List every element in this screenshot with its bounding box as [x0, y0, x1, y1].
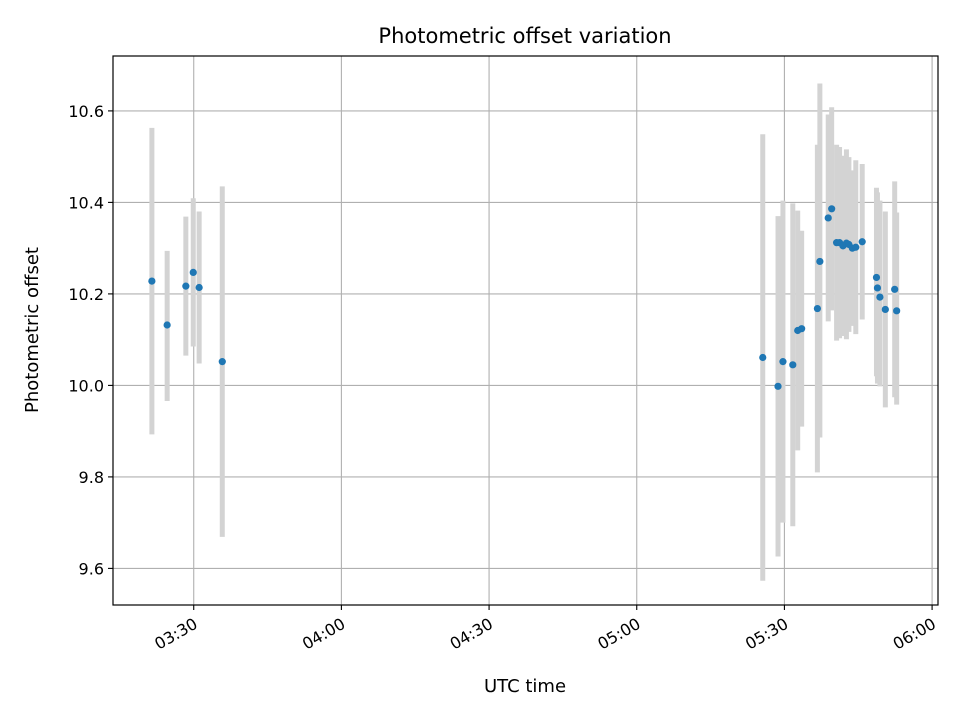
data-point: [779, 358, 787, 366]
data-point: [195, 283, 203, 292]
y-tick-label: 9.6: [79, 559, 104, 578]
data-point: [893, 307, 901, 315]
y-axis-ticks: 9.6 9.8 10.0 10.2 10.4 10.6: [68, 102, 113, 578]
data-point: [876, 293, 884, 301]
data-point: [189, 268, 197, 276]
data-point: [789, 361, 797, 369]
data-point: [828, 205, 836, 213]
y-axis-label: Photometric offset: [22, 247, 43, 413]
data-point: [873, 284, 882, 292]
data-point: [872, 273, 881, 282]
data-point: [774, 382, 782, 390]
data-point: [824, 214, 832, 222]
y-tick-label: 10.2: [68, 285, 104, 304]
y-tick-label: 10.4: [68, 193, 104, 212]
data-point: [816, 257, 824, 266]
y-tick-label: 10.6: [68, 102, 104, 121]
data-point: [852, 243, 860, 251]
data-point: [813, 304, 822, 313]
y-tick-label: 9.8: [79, 468, 104, 487]
data-points: [148, 205, 901, 390]
data-point: [218, 358, 226, 366]
chart-title: Photometric offset variation: [378, 24, 671, 48]
data-point: [798, 325, 806, 333]
data-point: [858, 238, 866, 246]
data-point: [881, 305, 889, 314]
data-point: [148, 277, 156, 285]
y-tick-label: 10.0: [68, 376, 104, 395]
data-point: [759, 353, 767, 362]
plot-frame: [112, 55, 939, 606]
data-point: [891, 285, 899, 293]
data-point: [163, 321, 171, 329]
data-point: [182, 282, 190, 290]
x-axis-label: UTC time: [484, 676, 566, 697]
